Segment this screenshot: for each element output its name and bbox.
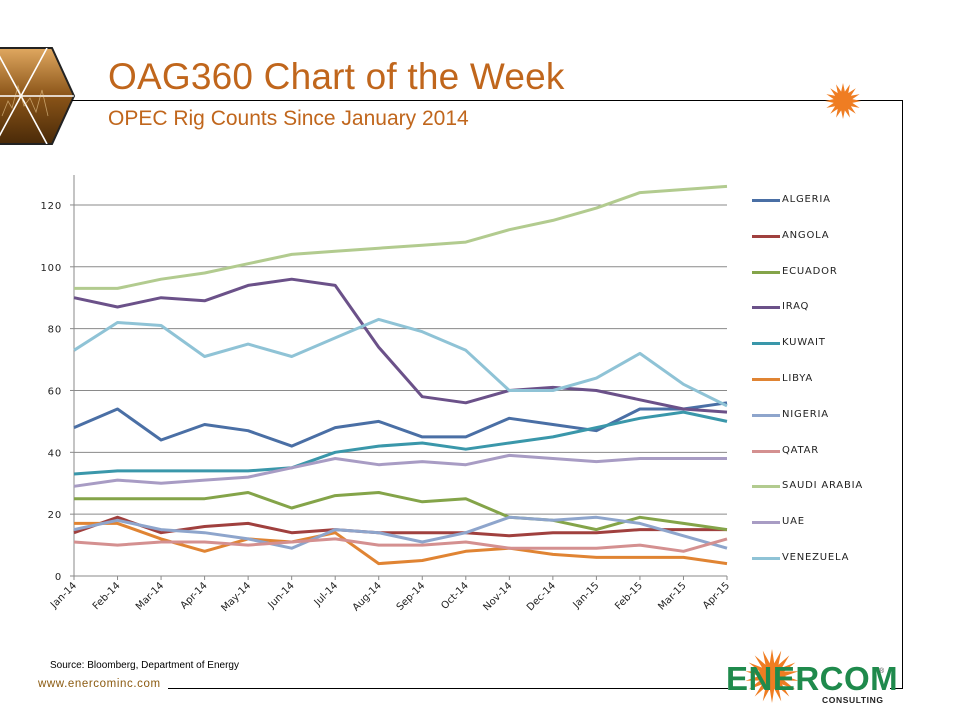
- legend-label: UAE: [782, 516, 805, 528]
- axes: [70, 175, 728, 580]
- brand-name: ENERCOM: [726, 660, 899, 697]
- legend-swatch: [752, 234, 780, 238]
- legend-label: KUWAIT: [782, 337, 826, 349]
- sun-shape: [745, 649, 799, 703]
- x-tick-label: Apr-15: [701, 580, 732, 611]
- x-tick-label: Jun-14: [266, 580, 297, 611]
- x-tick-label: Oct-14: [439, 580, 471, 612]
- brand-tagline: CONSULTING: [822, 695, 884, 705]
- series-line-qatar: [73, 537, 728, 553]
- x-tick-label: Feb-14: [91, 580, 123, 612]
- series-line-kuwait: [73, 410, 728, 476]
- y-tick-label: 120: [41, 201, 63, 212]
- x-tick-label: May-14: [219, 580, 253, 614]
- legend-item: IRAQ: [752, 297, 902, 333]
- gridlines: [74, 204, 727, 515]
- series-line-nigeria: [73, 515, 728, 550]
- x-tick-label: Jan-14: [48, 580, 79, 611]
- enercom-sun-icon: [745, 649, 799, 703]
- x-tick-label: Mar-15: [656, 580, 688, 612]
- y-tick-label: 100: [41, 263, 63, 274]
- legend-swatch: [752, 413, 780, 417]
- legend-label: QATAR: [782, 444, 820, 456]
- frame-right-border: [902, 100, 903, 688]
- y-tick-label: 0: [55, 572, 62, 583]
- legend-swatch: [752, 270, 780, 274]
- y-tick-label: 20: [48, 510, 62, 521]
- x-tick-label: Dec-14: [525, 580, 558, 613]
- enercom-logo: ENERCOM ® CONSULTING: [722, 649, 898, 714]
- website-link[interactable]: www.enercominc.com: [38, 678, 161, 690]
- legend-label: VENEZUELA: [782, 551, 850, 563]
- legend-label: ALGERIA: [782, 194, 831, 205]
- legend-label: ANGOLA: [782, 229, 830, 241]
- series-line-angola: [73, 515, 727, 538]
- x-tick-labels: Jan-14 Feb-14 Mar-14 Apr-14 May-14 Jun-14 Jul-…: [48, 580, 732, 614]
- x-tick-label: Jan-15: [571, 580, 602, 611]
- legend-item: KUWAIT: [752, 333, 902, 369]
- legend-swatch: [752, 521, 780, 525]
- legend-item: NIGERIA: [752, 405, 902, 441]
- y-tick-labels: 0 20 40 60 80 100 120: [41, 201, 63, 583]
- chart-legend: ALGERIA ANGOLA ECUADOR IRAQ KUWAIT LIBYA NIGER…: [752, 190, 902, 584]
- legend-label: IRAQ: [782, 301, 810, 313]
- x-tick-label: Nov-14: [482, 580, 515, 613]
- y-tick-label: 80: [48, 325, 62, 336]
- sun-shape: [824, 82, 862, 120]
- x-tick-label: Aug-14: [351, 580, 384, 613]
- hexagon-logo: [0, 47, 76, 145]
- legend-swatch: [752, 342, 780, 346]
- legend-item: VENEZUELA: [752, 548, 902, 584]
- legend-swatch: [752, 449, 780, 453]
- line-chart: 0 20 40 60 80 100 120 Jan-14 Feb-14 Mar-14 Apr-14…: [41, 175, 732, 614]
- page-title: OAG360 Chart of the Week: [108, 56, 565, 97]
- legend-item: SAUDI ARABIA: [752, 476, 902, 512]
- registered-mark: ®: [879, 668, 885, 675]
- series-line-venezuela: [73, 317, 728, 408]
- x-tick-label: Mar-14: [134, 580, 166, 612]
- series-line-algeria: [73, 401, 728, 448]
- series-lines: [73, 184, 728, 566]
- legend-item: ALGERIA: [752, 190, 902, 226]
- legend-item: ECUADOR: [752, 262, 902, 298]
- legend-item: UAE: [752, 512, 902, 548]
- legend-label: LIBYA: [782, 372, 814, 384]
- y-tick-label: 60: [48, 386, 62, 397]
- legend-item: ANGOLA: [752, 226, 902, 262]
- series-line-ecuador: [74, 491, 728, 532]
- series-line-libya: [74, 521, 728, 566]
- legend-label: NIGERIA: [782, 408, 829, 420]
- x-tick-label: Feb-15: [613, 580, 645, 612]
- source-note: Source: Bloomberg, Department of Energy: [50, 660, 239, 671]
- legend-label: ECUADOR: [782, 265, 838, 277]
- legend-item: LIBYA: [752, 369, 902, 405]
- y-tick-label: 40: [48, 448, 62, 459]
- page-subtitle: OPEC Rig Counts Since January 2014: [108, 107, 469, 130]
- footer-divider: [168, 688, 728, 689]
- series-line-iraq: [73, 277, 728, 414]
- legend-item: QATAR: [752, 441, 902, 477]
- x-tick-label: Sep-14: [395, 580, 428, 613]
- series-line-uae: [73, 453, 727, 488]
- legend-swatch: [752, 199, 780, 202]
- legend-swatch: [752, 377, 780, 381]
- series-line-saudi-arabia: [74, 184, 728, 290]
- x-tick-label: Jul-14: [312, 580, 341, 609]
- header-divider: [72, 100, 902, 101]
- legend-label: SAUDI ARABIA: [782, 480, 863, 492]
- x-tick-label: Apr-14: [179, 580, 210, 611]
- sun-burst-icon: [824, 82, 862, 120]
- legend-swatch: [752, 485, 780, 489]
- legend-swatch: [752, 556, 780, 560]
- footer-divider-right: [890, 688, 903, 689]
- legend-swatch: [752, 306, 780, 310]
